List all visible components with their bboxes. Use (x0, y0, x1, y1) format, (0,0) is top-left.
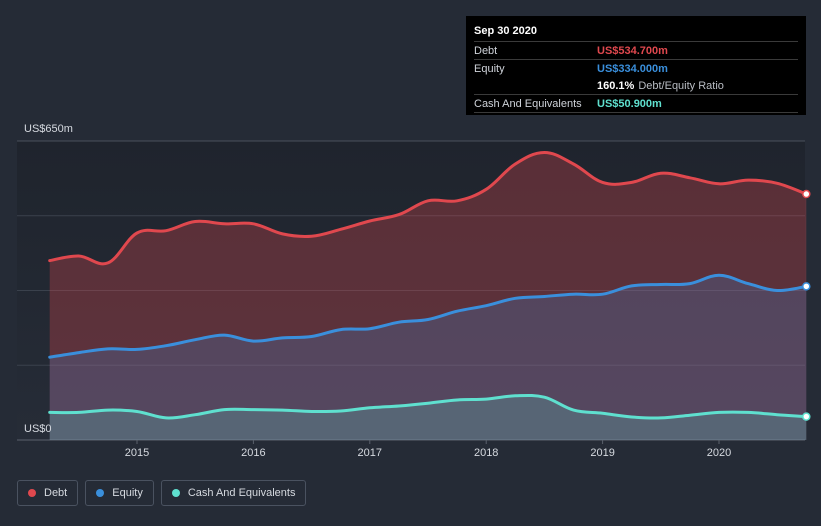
legend-item-cash[interactable]: Cash And Equivalents (160, 480, 307, 506)
tooltip-row-equity: Equity US$334.000m (474, 59, 798, 77)
tooltip-equity-label: Equity (474, 62, 505, 75)
x-tick-label: 2019 (590, 447, 614, 459)
x-tick-label: 2017 (358, 447, 382, 459)
cash-end-marker (802, 412, 811, 421)
tooltip-panel: Sep 30 2020 Debt US$534.700m Equity US$3… (466, 16, 806, 115)
legend-dot-equity (96, 489, 105, 497)
equity-area (49, 275, 807, 440)
series-lines (48, 151, 808, 420)
tooltip-row-cash: Cash And Equivalents US$50.900m (474, 94, 798, 113)
debt-line (48, 151, 808, 266)
legend-dot-cash (171, 489, 180, 497)
tooltip-ratio-value: 160.1% (597, 79, 635, 92)
debt-end-marker (802, 189, 811, 199)
tooltip-debt-value: US$534.700m (597, 44, 668, 57)
cash-line (48, 393, 808, 420)
tooltip-cash-label: Cash And Equivalents (474, 97, 582, 110)
legend-item-equity[interactable]: Equity (85, 480, 154, 506)
tooltip-row-debt: Debt US$534.700m (474, 41, 798, 59)
legend-dot-debt (28, 489, 36, 497)
x-tick-label: 2020 (707, 447, 731, 459)
tooltip-debt-label: Debt (474, 44, 498, 57)
y-axis-top-label: US$650m (24, 123, 73, 135)
tooltip-date: Sep 30 2020 (474, 25, 537, 37)
x-axis-ticks: 2015 2016 2017 2018 2019 2020 (125, 440, 731, 459)
tooltip-row-ratio: 160.1% Debt/Equity Ratio (474, 77, 798, 94)
x-tick-label: 2018 (474, 447, 498, 459)
legend-label-equity: Equity (112, 487, 143, 499)
tooltip-ratio-label: Debt/Equity Ratio (638, 79, 724, 92)
cash-area (49, 395, 807, 440)
x-tick-label: 2015 (125, 447, 149, 459)
chart-legend: Debt Equity Cash And Equivalents (17, 480, 307, 506)
legend-label-debt: Debt (44, 487, 68, 499)
tooltip-equity-value: US$334.000m (597, 62, 668, 75)
legend-item-debt[interactable]: Debt (17, 480, 79, 506)
equity-end-marker (802, 282, 811, 291)
legend-label-cash: Cash And Equivalents (187, 487, 296, 499)
x-tick-label: 2016 (241, 447, 265, 459)
gridlines (17, 140, 805, 441)
y-axis-bottom-label: US$0 (24, 423, 52, 435)
series-end-markers (802, 189, 811, 421)
tooltip-cash-value: US$50.900m (597, 97, 662, 110)
equity-line (48, 273, 808, 359)
